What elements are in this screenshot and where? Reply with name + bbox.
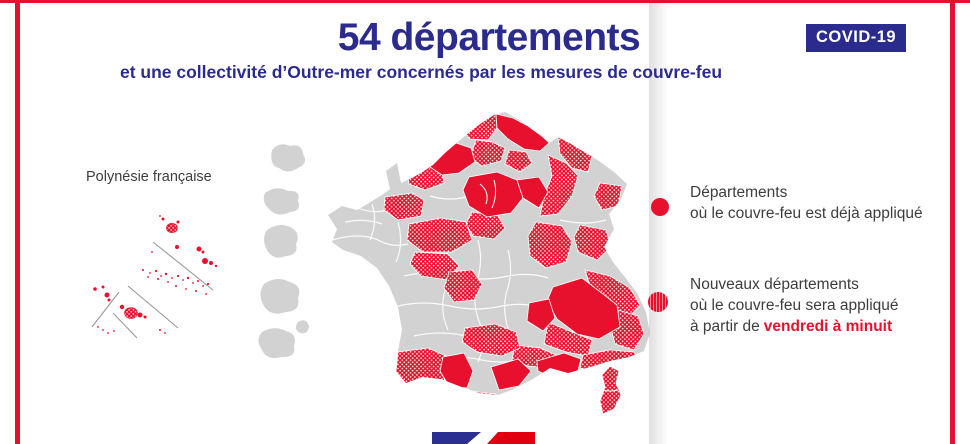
legend-applied-line1: Départements <box>690 184 788 201</box>
polynesia-islands <box>93 215 218 334</box>
france-map <box>328 112 650 395</box>
page-crease-shadow <box>649 0 668 444</box>
border-top <box>0 0 970 3</box>
idf-inner-borders <box>479 179 497 209</box>
legend-item-applied: Départements où le couvre-feu est déjà a… <box>690 182 923 224</box>
overseas-territories <box>258 144 309 359</box>
covid19-badge: COVID-19 <box>806 24 907 52</box>
legend-upcoming-line1: Nouveaux départements <box>690 276 859 293</box>
legend-applied-line2: où le couvre-feu est déjà appliqué <box>690 205 923 222</box>
legend-striped-dot-icon <box>648 292 668 312</box>
polynesia-inset-lines <box>91 241 214 339</box>
border-right <box>950 0 955 444</box>
page-subtitle: et une collectivité d’Outre-mer concerné… <box>119 62 723 82</box>
legend-solid-dot-icon <box>651 198 669 216</box>
corsica <box>599 365 622 415</box>
legend-upcoming-line2: où le couvre-feu sera appliqué <box>690 297 899 314</box>
page-title: 54 départements <box>337 16 641 59</box>
border-left <box>15 0 20 444</box>
polynesia-label: Polynésie française <box>86 169 212 185</box>
departments-upcoming-curfew <box>383 113 645 395</box>
legend-item-upcoming: Nouveaux départements où le couvre-feu s… <box>690 274 899 337</box>
legend-upcoming-line3: à partir de vendredi à minuit <box>690 316 899 337</box>
french-flag-logo <box>432 432 535 444</box>
legend-upcoming-deadline: vendredi à minuit <box>763 318 893 335</box>
legend-upcoming-line3-prefix: à partir de <box>690 318 760 335</box>
